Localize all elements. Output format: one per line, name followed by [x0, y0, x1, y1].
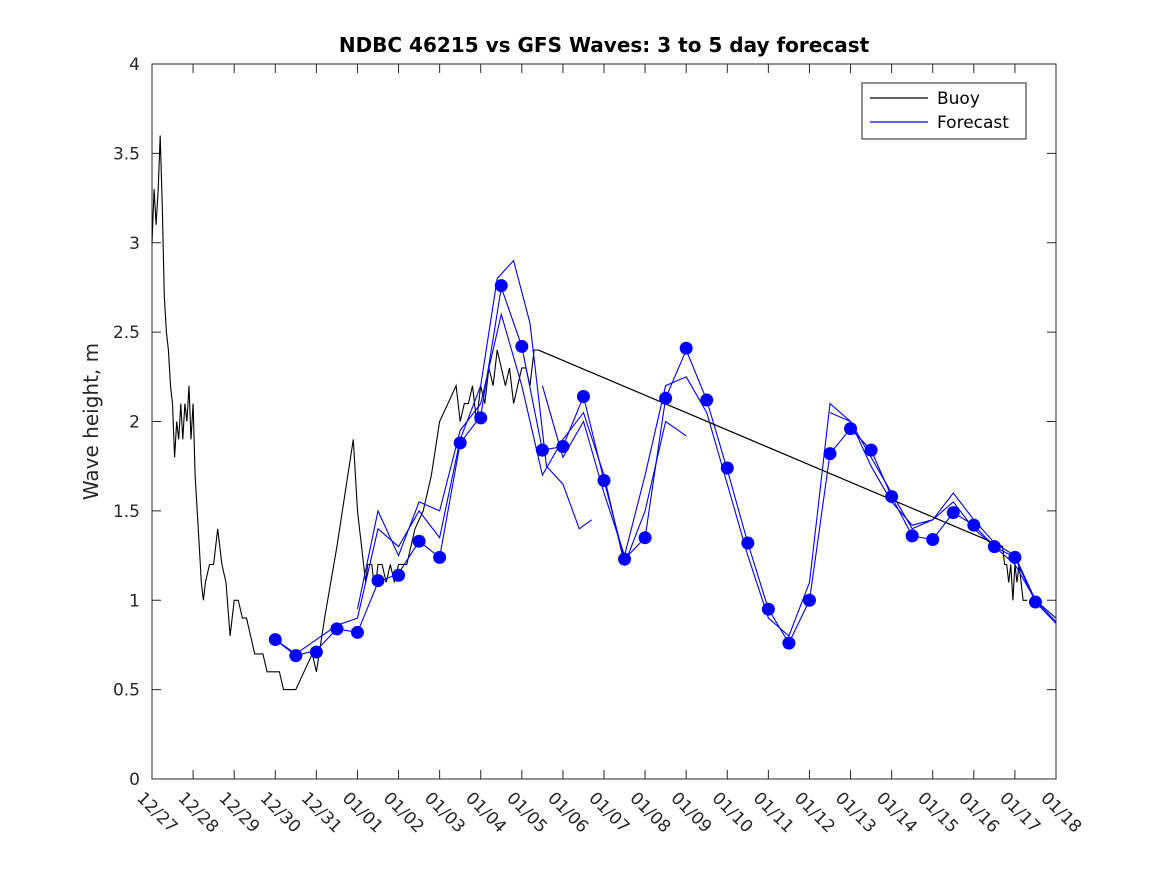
forecast-marker: [1028, 595, 1042, 609]
forecast-marker: [864, 443, 878, 457]
x-tick-label: 12/30: [256, 788, 305, 837]
legend-box: [861, 82, 1027, 140]
forecast-marker: [309, 645, 323, 659]
buoy-line: [151, 135, 1028, 691]
x-tick-label: 01/10: [708, 788, 757, 837]
forecast-marker: [474, 411, 488, 425]
forecast-marker: [967, 518, 981, 532]
forecast-marker: [926, 532, 940, 546]
forecast-marker: [844, 422, 858, 436]
x-tick-label: 01/01: [338, 788, 387, 837]
forecast-marker: [618, 552, 632, 566]
forecast-marker: [802, 593, 816, 607]
y-axis-label: Wave height, m: [79, 343, 103, 500]
x-tick-label: 01/15: [913, 788, 962, 837]
forecast-marker: [823, 447, 837, 461]
forecast-line-4: [541, 376, 1057, 637]
y-tick-label: 0.5: [113, 681, 140, 701]
forecast-marker: [1008, 550, 1022, 564]
plot-frame: [151, 63, 1057, 780]
legend: Buoy Forecast: [861, 82, 1027, 140]
forecast-marker: [515, 339, 529, 353]
plot-area: 0 0.5 1 1.5 2 2.5 3 3.5 4 12/2712/2812/2912/3012/…: [113, 55, 1085, 837]
legend-label-forecast: Forecast: [937, 113, 1009, 133]
forecast-marker: [885, 490, 899, 504]
x-tick-label: 01/08: [626, 788, 675, 837]
forecast-marker: [289, 649, 303, 663]
forecast-line-3: [356, 312, 687, 610]
y-tick-label: 0: [129, 770, 140, 790]
legend-label-buoy: Buoy: [937, 89, 980, 109]
forecast-marker: [597, 473, 611, 487]
forecast-marker: [659, 391, 673, 405]
x-tick-label: 01/04: [461, 788, 510, 837]
forecast-marker: [494, 279, 508, 293]
x-tick-label: 01/09: [667, 788, 716, 837]
x-tick-label: 01/14: [872, 788, 921, 837]
buoy-gap-line: [538, 349, 1003, 548]
x-tick-label: 12/31: [297, 788, 346, 837]
forecast-marker: [782, 636, 796, 650]
forecast-marker: [700, 393, 714, 407]
forecast-marker: [412, 534, 426, 548]
forecast-marker: [720, 461, 734, 475]
x-tick-label: 12/27: [132, 788, 181, 837]
x-tick-label: 01/06: [543, 788, 592, 837]
x-tick-label: 01/11: [749, 788, 798, 837]
y-tick-label: 3.5: [113, 144, 140, 164]
x-tick-label: 01/13: [831, 788, 880, 837]
forecast-marker: [392, 568, 406, 582]
forecast-marker: [679, 341, 693, 355]
x-tick-label: 01/16: [954, 788, 1003, 837]
forecast-marker: [268, 633, 282, 647]
y-tick-label: 3: [129, 234, 140, 254]
x-tick-label: 01/18: [1036, 788, 1085, 837]
x-tick-label: 12/29: [215, 788, 264, 837]
x-tick-label: 01/07: [584, 788, 633, 837]
forecast-marker: [371, 574, 385, 588]
y-tick-label: 1.5: [113, 502, 140, 522]
y-tick-label: 4: [129, 55, 140, 75]
x-tick-label: 01/05: [502, 788, 551, 837]
x-tick-label: 01/02: [379, 788, 428, 837]
forecast-marker: [946, 506, 960, 520]
forecast-marker: [535, 443, 549, 457]
chart-title: NDBC 46215 vs GFS Waves: 3 to 5 day fore…: [339, 33, 870, 57]
forecast-marker: [350, 625, 364, 639]
forecast-marker: [638, 531, 652, 545]
forecast-marker: [330, 622, 344, 636]
forecast-marker: [453, 436, 467, 450]
x-tick-label: 01/17: [995, 788, 1044, 837]
x-tick-label: 12/28: [174, 788, 223, 837]
forecast-marker: [987, 540, 1001, 554]
y-tick-label: 2: [129, 413, 140, 433]
forecast-marker: [761, 602, 775, 616]
forecast-marker: [741, 536, 755, 550]
x-tick-label: 01/03: [420, 788, 469, 837]
forecast-marker: [433, 550, 447, 564]
x-tick-label: 01/12: [790, 788, 839, 837]
forecast-marker: [905, 529, 919, 543]
y-tick-label: 2.5: [113, 323, 140, 343]
forecast-marker: [556, 440, 570, 454]
y-tick-label: 1: [129, 591, 140, 611]
forecast-marker: [576, 389, 590, 403]
